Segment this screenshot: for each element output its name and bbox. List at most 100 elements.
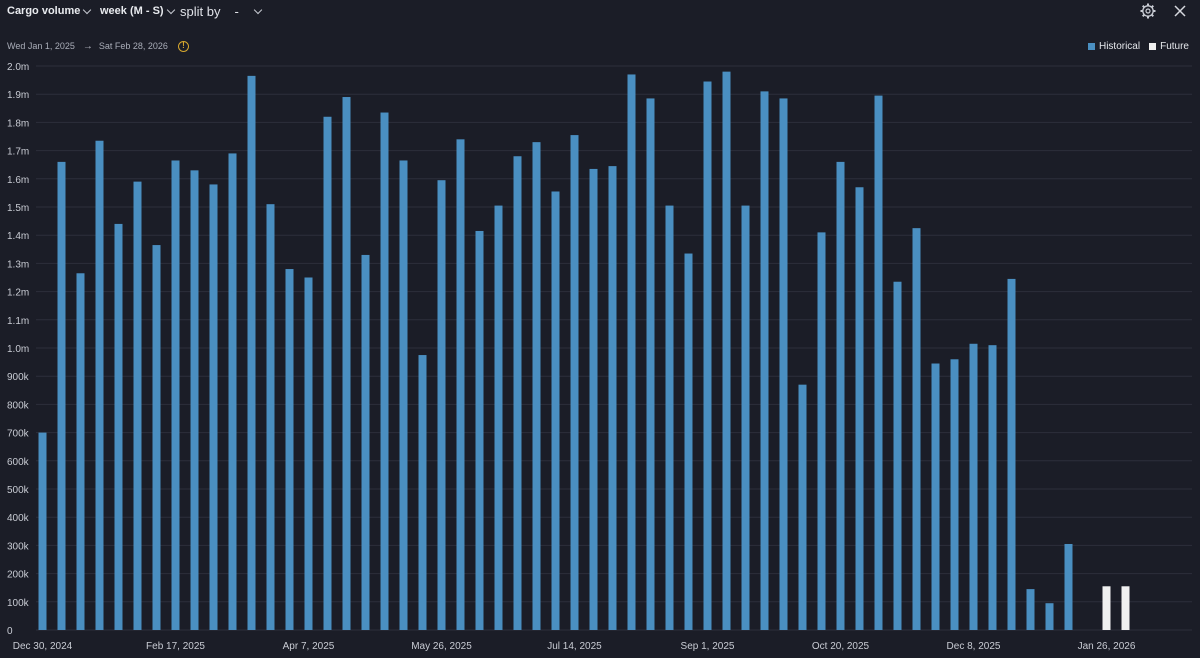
metric-dropdown[interactable]: Cargo volume (7, 3, 92, 19)
bar-historical[interactable] (665, 205, 674, 630)
bar-historical[interactable] (551, 191, 560, 631)
date-range-start[interactable]: Wed Jan 1, 2025 (7, 41, 75, 51)
close-button[interactable] (1171, 2, 1189, 20)
warning-icon[interactable] (177, 40, 189, 52)
y-tick-label: 700k (7, 429, 30, 440)
bar-historical[interactable] (152, 245, 161, 630)
x-tick-label: Oct 20, 2025 (812, 641, 870, 652)
bar-historical[interactable] (741, 205, 750, 630)
date-range: Wed Jan 1, 2025 → Sat Feb 28, 2026 (7, 40, 189, 52)
bar-historical[interactable] (1064, 543, 1073, 630)
y-tick-label: 1.3m (7, 259, 29, 270)
bar-historical[interactable] (190, 170, 199, 630)
y-tick-label: 500k (7, 485, 30, 496)
bar-historical[interactable] (646, 98, 655, 631)
bar-historical[interactable] (969, 343, 978, 630)
bar-historical[interactable] (418, 355, 427, 630)
period-dropdown[interactable]: week (M - S) (100, 3, 175, 19)
bar-historical[interactable] (76, 273, 85, 630)
y-tick-label: 1.8m (7, 118, 29, 129)
bar-historical[interactable] (323, 116, 332, 630)
bar-historical[interactable] (133, 181, 142, 630)
bar-historical[interactable] (589, 168, 598, 630)
bar-historical[interactable] (931, 363, 940, 630)
bar-historical[interactable] (703, 81, 712, 630)
legend-item-future[interactable]: Future (1149, 41, 1189, 52)
bar-historical[interactable] (304, 277, 313, 631)
bar-historical[interactable] (494, 205, 503, 630)
bar-historical[interactable] (171, 160, 180, 630)
y-tick-label: 1.1m (7, 316, 29, 327)
bar-historical[interactable] (57, 161, 66, 630)
period-dropdown-label: week (M - S) (100, 5, 164, 17)
legend-item-historical[interactable]: Historical (1087, 41, 1141, 52)
y-tick-label: 1.5m (7, 203, 29, 214)
bar-historical[interactable] (380, 112, 389, 630)
y-tick-label: 1.2m (7, 288, 29, 299)
y-tick-label: 200k (7, 570, 30, 581)
legend-swatch-historical (1087, 43, 1095, 50)
bar-historical[interactable] (798, 384, 807, 630)
bar-historical[interactable] (1026, 589, 1035, 630)
bar-future[interactable] (1102, 586, 1111, 630)
bar-historical[interactable] (608, 166, 617, 631)
bar-historical[interactable] (760, 91, 769, 630)
bar-future[interactable] (1121, 586, 1130, 630)
y-tick-label: 600k (7, 457, 30, 468)
settings-button[interactable] (1139, 2, 1157, 20)
bar-historical[interactable] (722, 71, 731, 630)
bar-historical[interactable] (570, 135, 579, 630)
bar-historical[interactable] (342, 97, 351, 630)
legend-label-historical: Historical (1098, 41, 1141, 52)
close-icon (1174, 5, 1186, 17)
bar-historical[interactable] (874, 95, 883, 631)
bar-historical[interactable] (399, 160, 408, 630)
y-tick-label: 1.4m (7, 231, 29, 242)
bar-historical[interactable] (266, 204, 275, 630)
legend-label-future: Future (1160, 41, 1189, 52)
top-toolbar: Cargo volume week (M - S) split by - (0, 0, 1200, 22)
bar-historical[interactable] (817, 232, 826, 630)
x-tick-label: Dec 30, 2024 (13, 641, 73, 652)
x-tick-label: Feb 17, 2025 (146, 641, 205, 652)
y-tick-label: 1.0m (7, 344, 29, 355)
split-by-dropdown[interactable]: split by - (180, 3, 263, 19)
y-tick-label: 900k (7, 372, 30, 383)
bar-historical[interactable] (209, 184, 218, 630)
metric-dropdown-label: Cargo volume (7, 5, 81, 17)
bar-historical[interactable] (988, 345, 997, 630)
x-tick-label: Jul 14, 2025 (547, 641, 602, 652)
bar-historical[interactable] (1007, 278, 1016, 630)
date-range-end[interactable]: Sat Feb 28, 2026 (98, 41, 168, 51)
bar-historical[interactable] (247, 75, 256, 631)
y-tick-label: 400k (7, 513, 30, 524)
split-by-label: split by (180, 3, 221, 19)
bar-historical[interactable] (684, 253, 693, 630)
bar-historical[interactable] (950, 359, 959, 630)
bar-historical[interactable] (285, 269, 294, 630)
x-tick-label: Jan 26, 2026 (1078, 641, 1136, 652)
bar-historical[interactable] (893, 281, 902, 630)
bar-historical[interactable] (779, 98, 788, 631)
legend-swatch-future (1149, 43, 1157, 50)
bar-historical[interactable] (361, 254, 370, 630)
bar-historical[interactable] (228, 153, 237, 631)
bar-historical[interactable] (912, 228, 921, 630)
bar-historical[interactable] (1045, 603, 1054, 630)
bar-historical[interactable] (38, 432, 47, 630)
x-tick-label: Dec 8, 2025 (947, 641, 1001, 652)
bar-historical[interactable] (475, 230, 484, 630)
bar-historical[interactable] (627, 74, 636, 630)
bar-historical[interactable] (456, 139, 465, 630)
chart-legend: Historical Future (1079, 41, 1189, 52)
bar-historical[interactable] (836, 161, 845, 630)
bar-historical[interactable] (532, 142, 541, 630)
y-tick-label: 300k (7, 541, 30, 552)
bar-historical[interactable] (513, 156, 522, 631)
bar-historical[interactable] (95, 140, 104, 631)
bar-historical[interactable] (855, 187, 864, 630)
bar-historical[interactable] (114, 223, 123, 631)
x-tick-label: May 26, 2025 (411, 641, 472, 652)
bar-historical[interactable] (437, 180, 446, 630)
